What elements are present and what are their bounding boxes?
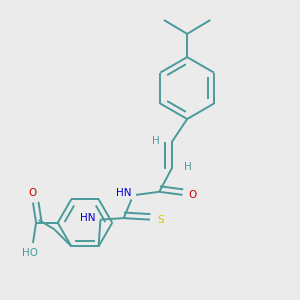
Text: H: H (152, 136, 159, 146)
Text: S: S (157, 215, 164, 225)
Text: O: O (29, 188, 37, 198)
Text: O: O (189, 190, 197, 200)
Text: HN: HN (80, 213, 96, 223)
Text: HN: HN (116, 188, 131, 198)
Text: HO: HO (22, 248, 38, 258)
Text: H: H (184, 162, 192, 172)
